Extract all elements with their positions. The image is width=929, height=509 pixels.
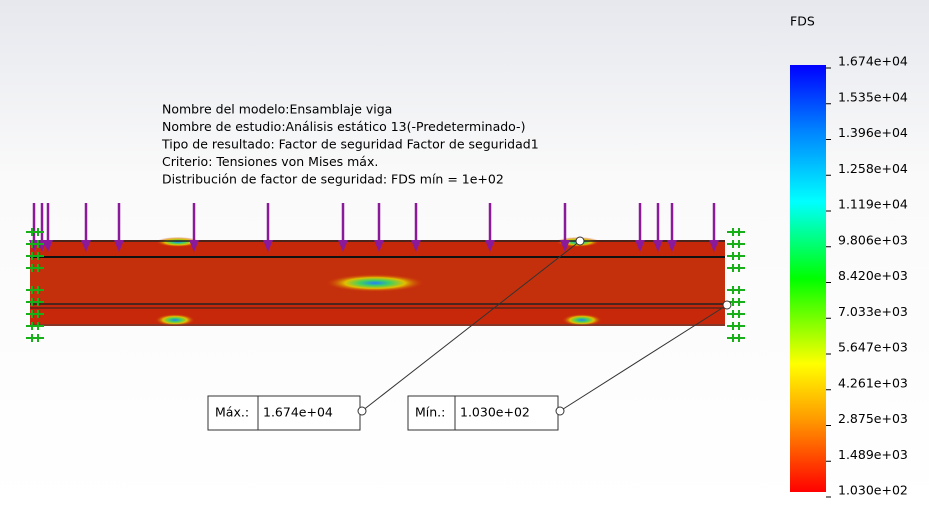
legend-label: 1.489e+03	[838, 447, 908, 462]
legend-title: FDS	[790, 14, 815, 29]
legend-label: 1.396e+04	[838, 125, 908, 140]
legend-label: 7.033e+03	[838, 304, 908, 319]
beam	[30, 237, 725, 326]
legend-label: 9.806e+03	[838, 232, 908, 247]
info-line: Criterio: Tensiones von Mises máx.	[162, 154, 378, 169]
max-value: 1.674e+04	[263, 405, 333, 420]
info-line: Nombre del modelo:Ensamblaje viga	[162, 102, 392, 117]
info-line: Tipo de resultado: Factor de seguridad F…	[161, 137, 539, 152]
legend-label: 5.647e+03	[838, 340, 908, 355]
legend-label: 1.258e+04	[838, 161, 908, 176]
legend-label: 1.119e+04	[838, 197, 908, 212]
legend-label: 1.674e+04	[838, 54, 908, 69]
legend-label: 1.030e+02	[838, 483, 908, 498]
max-label: Máx.:	[215, 405, 249, 420]
screenshot: Nombre del modelo:Ensamblaje viga Nombre …	[0, 0, 929, 509]
legend-label: 4.261e+03	[838, 375, 908, 390]
min-value: 1.030e+02	[460, 405, 530, 420]
min-label: Mín.:	[415, 405, 445, 420]
legend-label: 8.420e+03	[838, 268, 908, 283]
info-line: Distribución de factor de seguridad: FDS…	[162, 172, 504, 187]
info-line: Nombre de estudio:Análisis estático 13(-…	[162, 119, 525, 134]
color-bar	[790, 65, 826, 492]
legend-label: 1.535e+04	[838, 89, 908, 104]
legend-label: 2.875e+03	[838, 411, 908, 426]
